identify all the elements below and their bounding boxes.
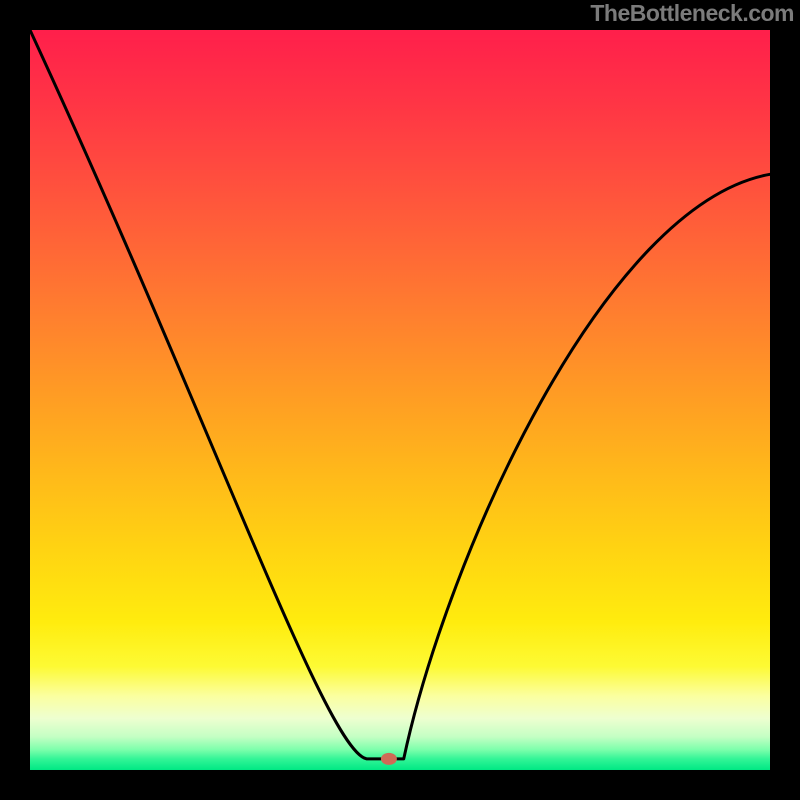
plot-background — [30, 30, 770, 770]
optimal-marker — [381, 753, 397, 765]
bottleneck-chart — [0, 0, 800, 800]
watermark-text: TheBottleneck.com — [590, 0, 794, 27]
